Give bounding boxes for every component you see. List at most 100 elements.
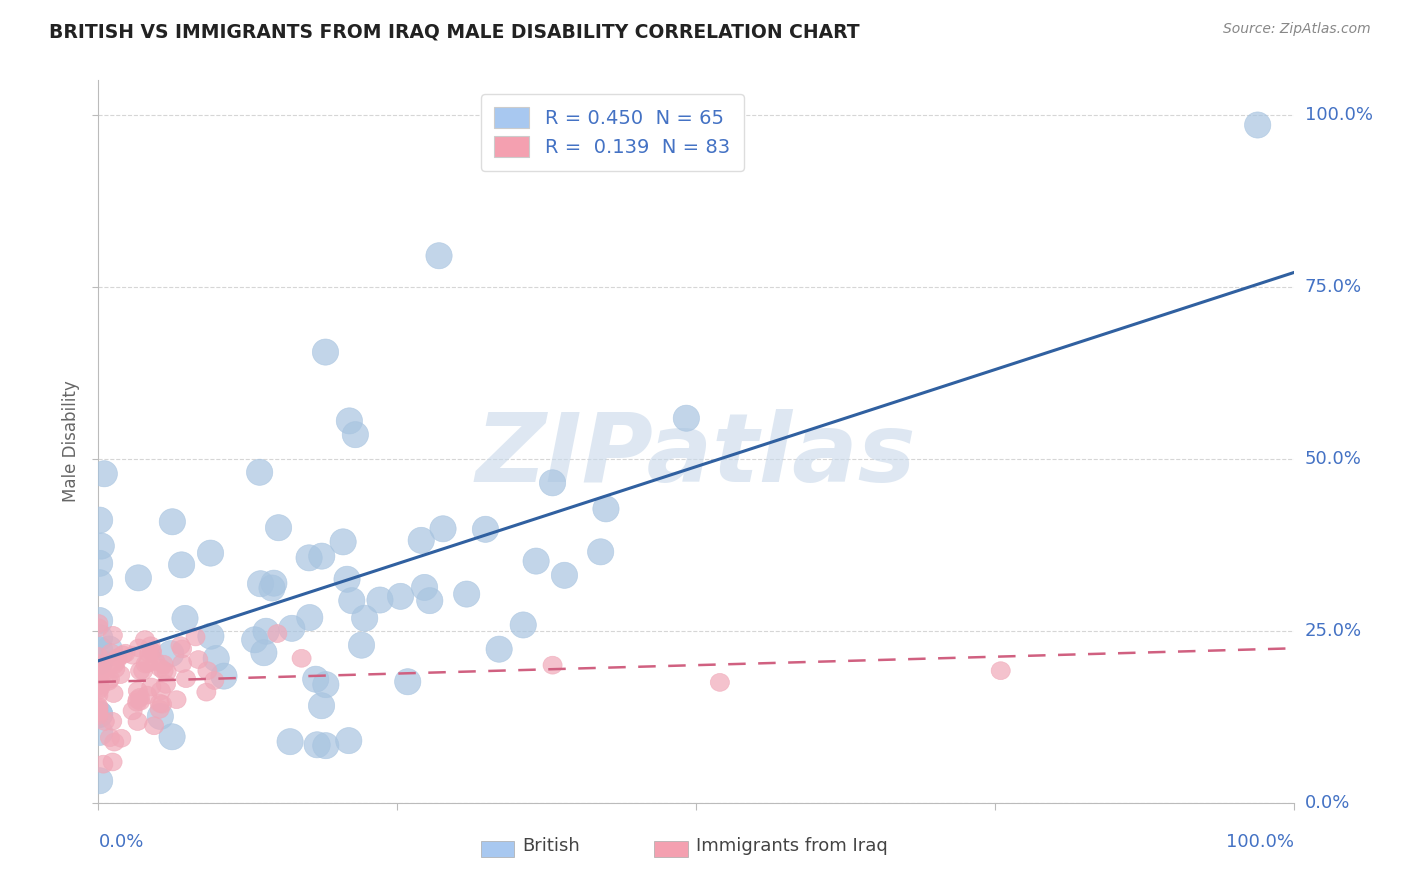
Text: 0.0%: 0.0% [1305,794,1350,812]
Ellipse shape [148,703,173,730]
Ellipse shape [89,681,108,699]
Ellipse shape [349,632,374,658]
Ellipse shape [198,624,224,649]
Ellipse shape [156,675,176,693]
Ellipse shape [202,646,229,672]
Ellipse shape [89,665,108,682]
Ellipse shape [188,650,208,668]
Ellipse shape [150,700,169,718]
Ellipse shape [308,543,335,569]
Ellipse shape [101,644,121,662]
Ellipse shape [104,733,124,751]
Ellipse shape [128,693,146,711]
Ellipse shape [89,665,108,682]
Ellipse shape [142,678,160,696]
Ellipse shape [169,552,194,578]
Ellipse shape [159,508,186,535]
Ellipse shape [167,690,186,708]
Ellipse shape [308,693,335,719]
Ellipse shape [367,587,394,613]
Ellipse shape [259,575,285,601]
Ellipse shape [100,670,120,688]
Ellipse shape [131,692,149,710]
Ellipse shape [89,686,108,704]
Ellipse shape [266,515,291,541]
Ellipse shape [510,612,536,638]
Ellipse shape [267,624,287,642]
Ellipse shape [87,719,112,746]
Ellipse shape [388,583,413,609]
Ellipse shape [304,731,330,758]
Ellipse shape [89,668,108,686]
Ellipse shape [278,615,305,641]
Ellipse shape [486,636,512,662]
Text: 75.0%: 75.0% [1305,277,1362,296]
Ellipse shape [176,670,195,688]
Ellipse shape [89,675,108,693]
Text: 50.0%: 50.0% [1305,450,1361,467]
FancyBboxPatch shape [481,841,515,857]
Ellipse shape [87,701,112,727]
Ellipse shape [250,640,277,665]
Ellipse shape [142,643,162,661]
Ellipse shape [94,756,112,773]
Ellipse shape [295,545,322,571]
Text: 100.0%: 100.0% [1226,833,1294,851]
Ellipse shape [551,562,578,589]
Ellipse shape [211,663,238,690]
Ellipse shape [96,636,122,662]
Ellipse shape [246,459,273,485]
Ellipse shape [352,605,378,632]
Ellipse shape [173,655,191,673]
Ellipse shape [89,704,108,722]
Y-axis label: Male Disability: Male Disability [62,381,80,502]
Ellipse shape [115,644,135,662]
Ellipse shape [173,640,191,658]
Ellipse shape [94,664,112,681]
Ellipse shape [145,717,163,735]
Ellipse shape [172,637,190,655]
Ellipse shape [242,627,267,653]
Ellipse shape [107,653,125,671]
Ellipse shape [87,550,112,576]
Ellipse shape [89,677,108,695]
Ellipse shape [89,706,108,724]
Ellipse shape [426,243,453,268]
Legend: R = 0.450  N = 65, R =  0.139  N = 83: R = 0.450 N = 65, R = 0.139 N = 83 [481,94,744,171]
Ellipse shape [152,682,170,700]
Text: 25.0%: 25.0% [1305,622,1362,640]
Ellipse shape [197,540,224,566]
Ellipse shape [134,662,153,680]
Ellipse shape [157,640,184,666]
Ellipse shape [87,507,112,533]
Ellipse shape [312,732,339,759]
Ellipse shape [103,753,122,771]
Ellipse shape [89,648,108,665]
Ellipse shape [172,606,198,632]
Ellipse shape [87,637,112,663]
Ellipse shape [247,571,274,597]
Ellipse shape [540,470,565,496]
Ellipse shape [89,665,108,682]
Ellipse shape [89,698,108,715]
Ellipse shape [104,684,124,703]
Ellipse shape [710,673,730,691]
Ellipse shape [312,339,339,365]
Ellipse shape [150,659,170,677]
Ellipse shape [111,665,129,683]
Ellipse shape [430,516,456,541]
Ellipse shape [131,689,149,706]
Ellipse shape [124,647,142,665]
Text: British: British [523,838,581,855]
Ellipse shape [104,656,124,673]
Ellipse shape [155,662,173,680]
Ellipse shape [139,645,159,663]
Text: ZIPatlas: ZIPatlas [475,409,917,502]
Text: BRITISH VS IMMIGRANTS FROM IRAQ MALE DISABILITY CORRELATION CHART: BRITISH VS IMMIGRANTS FROM IRAQ MALE DIS… [49,22,860,41]
Ellipse shape [159,723,186,750]
Ellipse shape [302,666,329,692]
Text: 0.0%: 0.0% [98,833,143,851]
Ellipse shape [454,581,479,607]
Ellipse shape [128,713,148,731]
Ellipse shape [90,679,110,697]
